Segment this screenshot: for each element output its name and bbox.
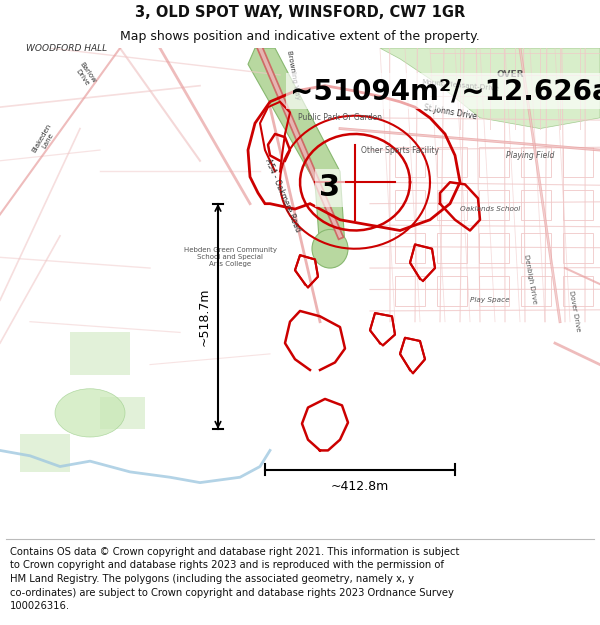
Circle shape [312,229,348,268]
Bar [563,232,593,262]
Bar [395,190,425,220]
Bar [479,147,509,177]
Bar [521,147,551,177]
Bar [437,232,467,262]
Text: Blakeden
Lane: Blakeden Lane [31,122,59,156]
Bar [20,434,70,472]
Text: Browning Way: Browning Way [286,50,300,100]
Bar [70,332,130,376]
Text: Play Space: Play Space [470,298,510,303]
Polygon shape [380,48,600,129]
Bar [479,276,509,306]
Bar [437,276,467,306]
Text: ~412.8m: ~412.8m [331,481,389,493]
Text: Other Sports Facility: Other Sports Facility [361,146,439,154]
Text: A54 - Oakmere Road: A54 - Oakmere Road [263,157,302,233]
Bar [437,147,467,177]
Text: ~51094m²/~12.626ac.: ~51094m²/~12.626ac. [290,77,600,105]
Bar [521,190,551,220]
Text: Contains OS data © Crown copyright and database right 2021. This information is : Contains OS data © Crown copyright and d… [10,547,459,611]
Text: WOODFORD HALL: WOODFORD HALL [26,44,107,53]
Bar [479,190,509,220]
Bar [563,147,593,177]
Text: 3: 3 [319,173,341,202]
Text: Denbigh Drive: Denbigh Drive [523,254,537,304]
Bar [395,232,425,262]
Text: Playing Field: Playing Field [506,151,554,160]
Bar [395,276,425,306]
Text: Oaklands School: Oaklands School [460,206,520,212]
Bar [437,190,467,220]
Text: OVER: OVER [496,71,524,79]
Text: Map shows position and indicative extent of the property.: Map shows position and indicative extent… [120,29,480,42]
Text: ~518.7m: ~518.7m [197,287,211,346]
Text: Barlow
Drive: Barlow Drive [73,61,97,89]
Text: 3, OLD SPOT WAY, WINSFORD, CW7 1GR: 3, OLD SPOT WAY, WINSFORD, CW7 1GR [135,4,465,19]
Text: Public Park Or Garden: Public Park Or Garden [298,113,382,123]
Ellipse shape [55,389,125,437]
Text: Dover Drive: Dover Drive [568,290,581,332]
Bar [479,232,509,262]
Bar [563,276,593,306]
Text: Mount-Pleasant-Drive: Mount-Pleasant-Drive [421,79,499,92]
Bar [395,147,425,177]
Bar [100,397,145,429]
Polygon shape [248,48,345,252]
Bar [521,232,551,262]
Text: St.Johns Drive: St.Johns Drive [423,103,477,122]
Bar [521,276,551,306]
Bar [563,190,593,220]
Text: Hebden Green Community
School and Special
Arts College: Hebden Green Community School and Specia… [184,248,277,268]
